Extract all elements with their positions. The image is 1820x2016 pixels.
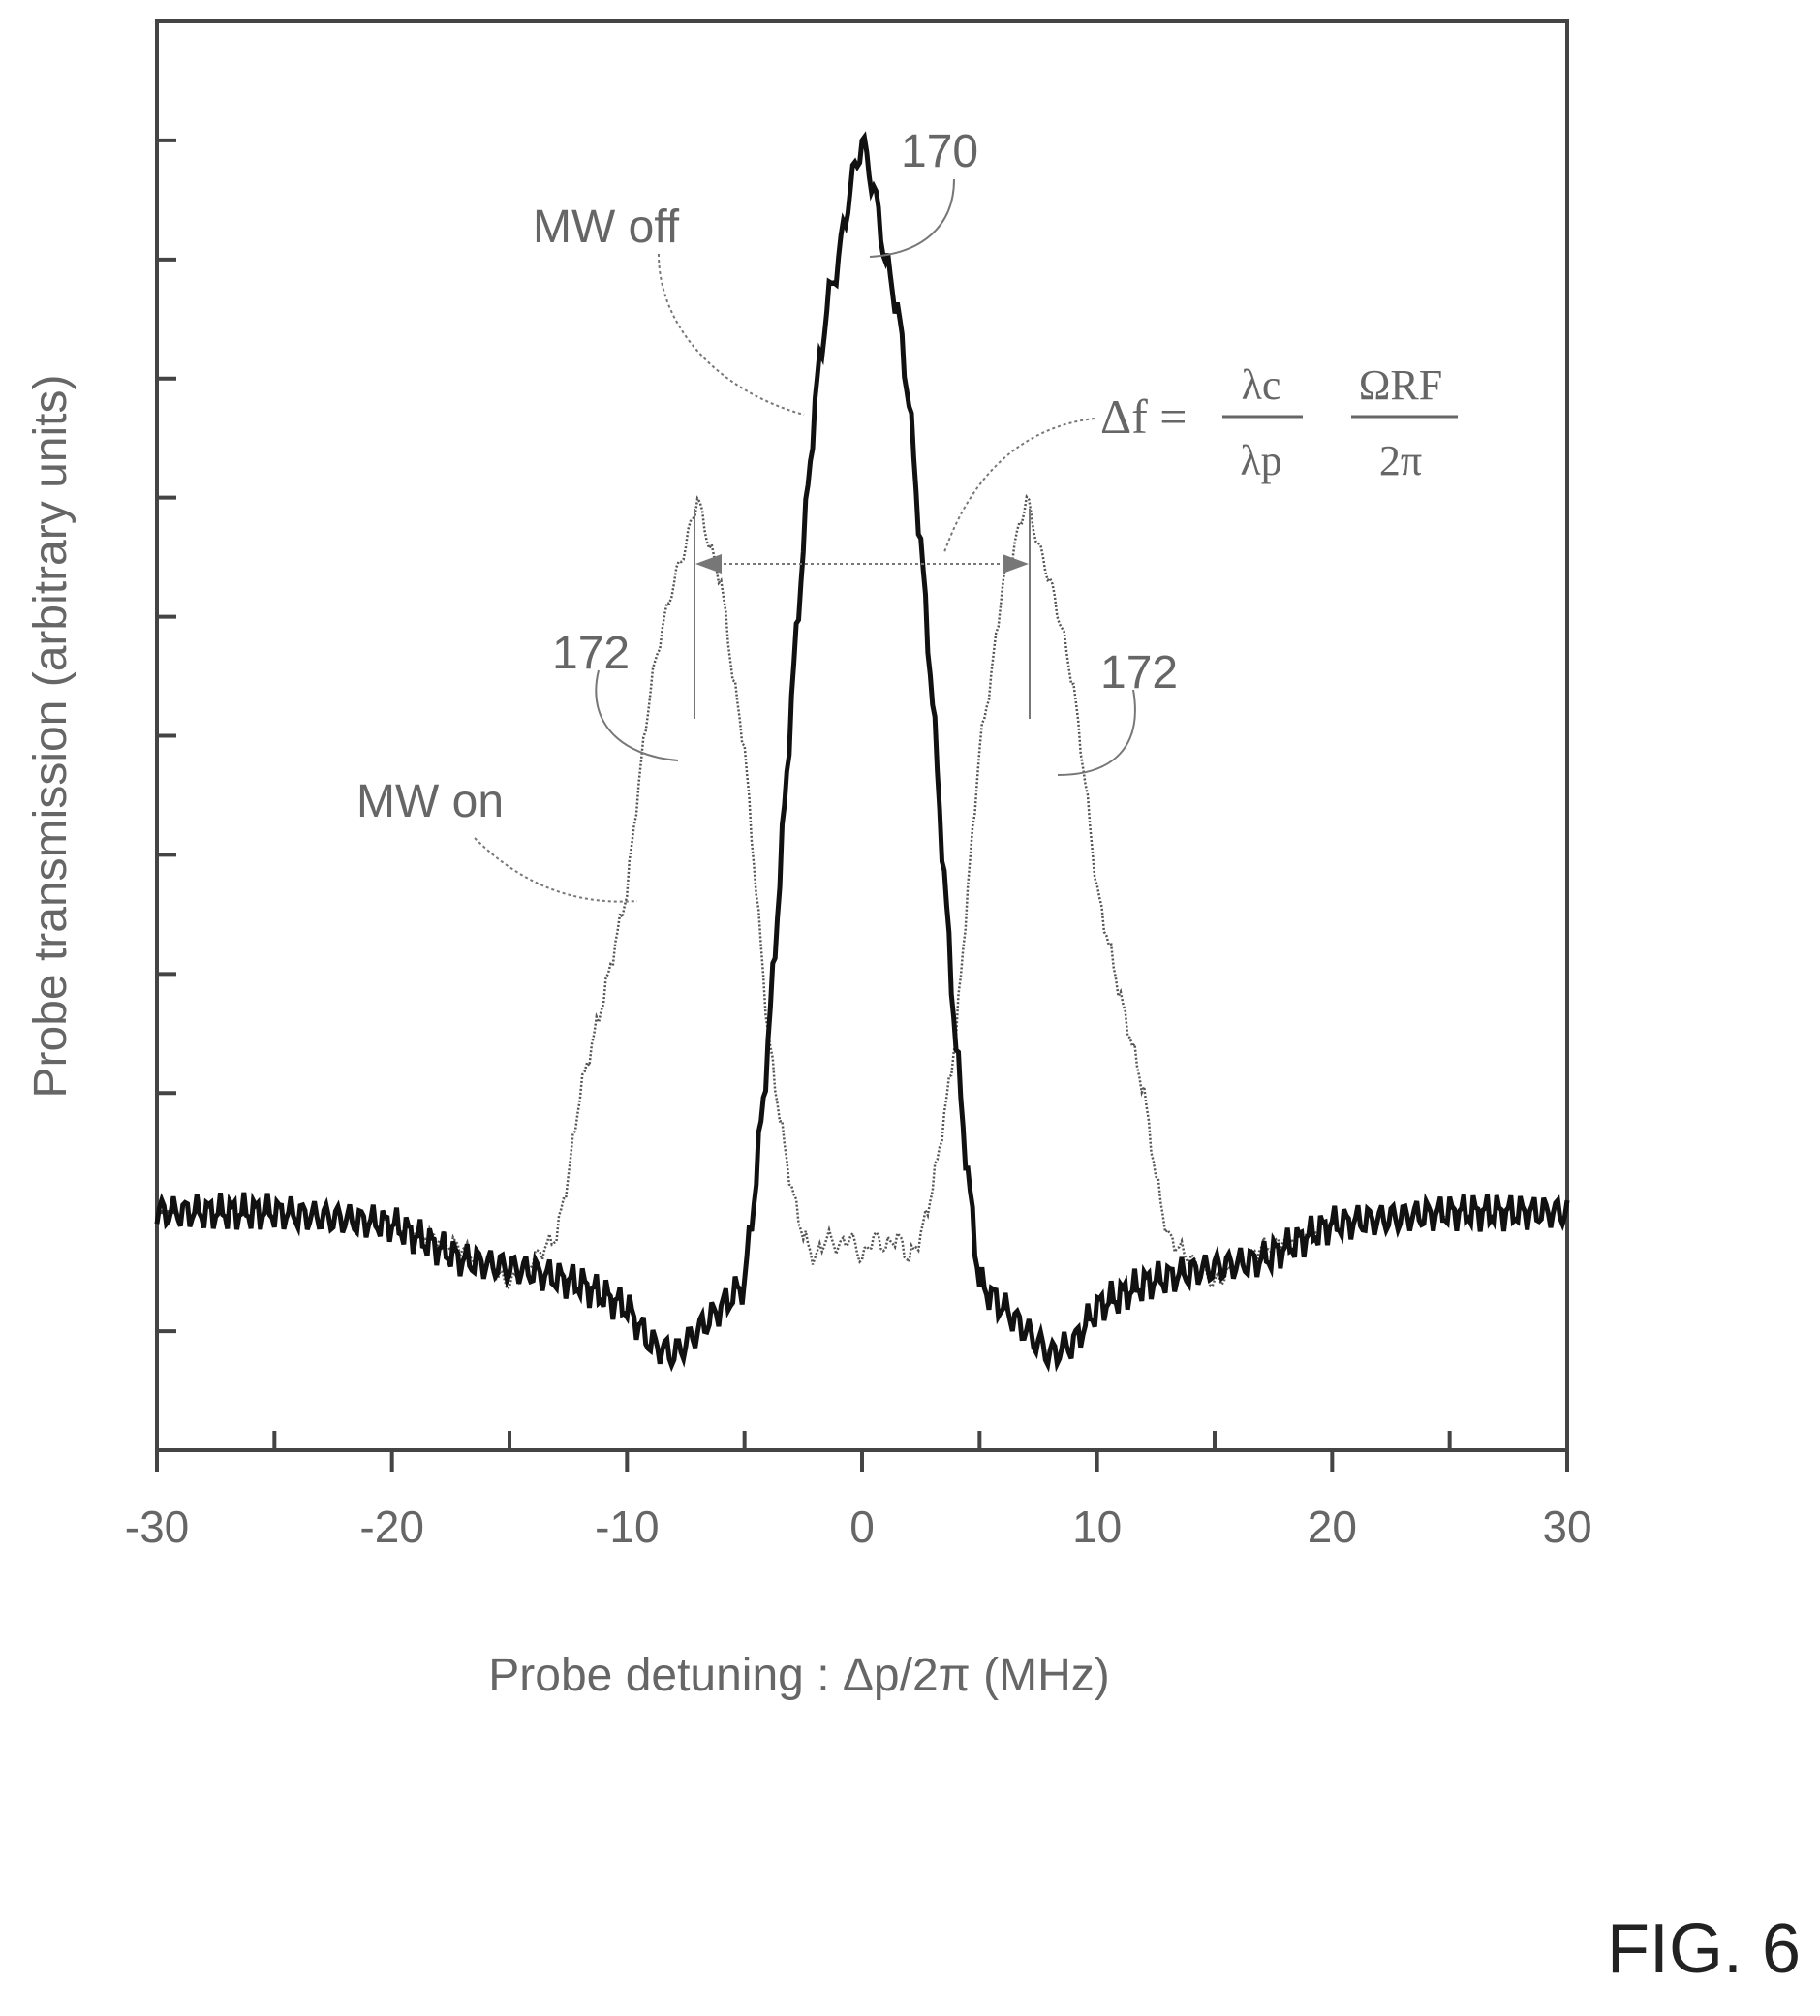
series-line-mw-on [155,493,1569,1291]
formula-num2: ΩRF [1359,361,1443,409]
leader-mw-off [658,253,805,416]
x-tick-label: 30 [1542,1502,1591,1552]
splitting-arrow-right-head [1003,554,1029,574]
leader-172-right [1057,689,1136,776]
splitting-formula: Δf = λc λp ΩRF 2π [1100,361,1458,484]
x-tick-labels: -30 -20 -10 0 10 20 30 [125,1502,1592,1552]
formula-num1: λc [1242,361,1281,409]
label-peak-170: 170 [901,126,978,177]
x-tick-label: -10 [595,1502,659,1552]
splitting-arrow-left-head [695,554,722,574]
y-axis-title: Probe transmission (arbitrary units) [25,375,77,1099]
label-mw-on: MW on [356,776,504,827]
leader-170 [869,178,955,258]
x-tick-label: -20 [359,1502,423,1552]
formula-den2: 2π [1379,437,1422,484]
leader-172-left [595,669,679,761]
x-axis-title: Probe detuning : Δp/2π (MHz) [488,1650,1109,1701]
label-mw-off: MW off [533,202,680,253]
axis-ticks [155,138,1569,1472]
leader-delta-f [943,418,1095,553]
label-peak-172-left: 172 [552,628,630,679]
series-line-mw-off [154,131,1570,1373]
x-tick-label: 0 [849,1502,875,1552]
x-tick-label: 20 [1308,1502,1357,1552]
figure-label: FIG. 6 [1606,1910,1801,1988]
label-peak-172-right: 172 [1100,647,1178,698]
formula-lhs: Δf = [1100,389,1188,444]
x-tick-label: -30 [125,1502,189,1552]
x-tick-label: 10 [1072,1502,1122,1552]
leader-mw-on [474,837,638,903]
formula-den1: λp [1240,437,1281,484]
